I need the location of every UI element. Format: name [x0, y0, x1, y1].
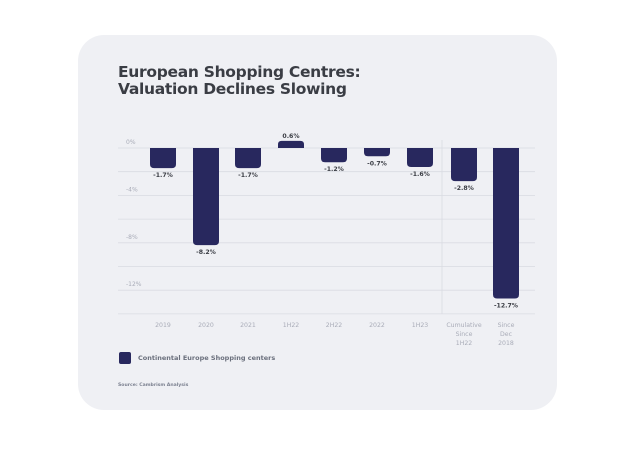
x-tick-label: Dec	[500, 331, 513, 338]
x-tick-label: Cumulative	[446, 322, 482, 329]
data-label: -0.7%	[367, 160, 387, 167]
bar-1h23	[407, 148, 433, 167]
legend-swatch	[119, 352, 131, 364]
x-tick-label: Since	[498, 322, 515, 329]
x-tick-label: 2020	[198, 322, 214, 329]
y-tick-label: 0%	[126, 139, 136, 146]
data-label: -12.7%	[494, 302, 518, 309]
x-tick-label: 2022	[369, 322, 385, 329]
x-tick-label: 1H22	[283, 322, 300, 329]
data-label: -1.7%	[153, 172, 173, 179]
bar-2019	[150, 148, 176, 169]
data-label: 0.6%	[282, 133, 299, 140]
y-tick-label: -12%	[126, 281, 142, 288]
chart-title-line-2: Valuation Declines Slowing	[118, 80, 347, 98]
chart-card	[78, 35, 557, 410]
x-tick-label: Since	[456, 331, 473, 338]
x-tick-label: 2019	[155, 322, 171, 329]
x-tick-label: 1H22	[456, 340, 473, 347]
data-label: -1.7%	[238, 172, 258, 179]
legend: Continental Europe Shopping centers	[119, 352, 275, 364]
x-tick-label: 1H23	[412, 322, 429, 329]
y-tick-label: -4%	[126, 186, 138, 193]
source-note: Source: Cambrism Analysis	[118, 383, 189, 388]
bar-2h22	[321, 148, 347, 163]
chart-title-line-1: European Shopping Centres:	[118, 63, 361, 81]
data-label: -1.2%	[324, 166, 344, 173]
bar-2020	[193, 148, 219, 246]
x-tick-label: 2H22	[326, 322, 343, 329]
data-label: -1.6%	[410, 171, 430, 178]
bar-2022	[364, 148, 390, 157]
bar-since-dec-2018	[493, 148, 519, 299]
data-label: -2.8%	[454, 185, 474, 192]
bar-cumulative-since-1h22	[451, 148, 477, 182]
chart-title: European Shopping Centres: Valuation Dec…	[118, 63, 361, 98]
bar-2021	[235, 148, 261, 169]
bar-1h22	[278, 140, 304, 148]
x-tick-label: 2021	[240, 322, 256, 329]
data-label: -8.2%	[196, 249, 216, 256]
legend-label: Continental Europe Shopping centers	[138, 354, 276, 362]
y-tick-label: -8%	[126, 234, 138, 241]
x-tick-label: 2018	[498, 340, 514, 347]
